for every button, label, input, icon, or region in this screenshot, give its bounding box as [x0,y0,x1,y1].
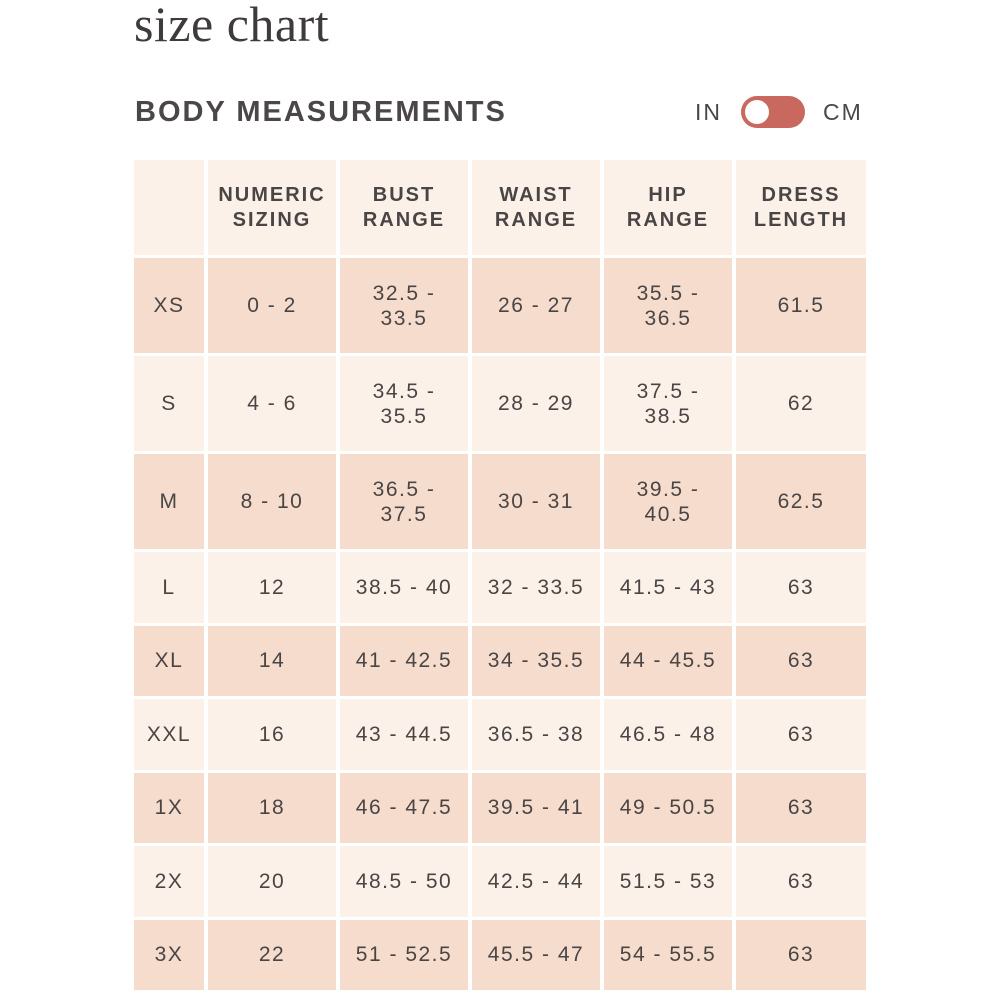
numeric-sizing-cell: 0 - 2 [208,258,340,356]
numeric-sizing-cell: 4 - 6 [208,356,340,454]
dress-length-cell: 62 [736,356,866,454]
dress-length-cell: 62.5 [736,454,866,552]
waist-range-cell: 28 - 29 [472,356,604,454]
numeric-sizing-cell: 12 [208,552,340,626]
size-table: NUMERIC SIZING BUST RANGE WAIST RANGE HIP R… [134,160,866,993]
hip-range-cell: 41.5 - 43 [604,552,736,626]
header-numeric-sizing: NUMERIC SIZING [208,160,340,258]
unit-switch[interactable] [741,96,805,128]
bust-range-cell: 51 - 52.5 [340,919,472,993]
waist-range-cell: 26 - 27 [472,258,604,356]
hip-range-cell: 44 - 45.5 [604,625,736,699]
dress-length-cell: 61.5 [736,258,866,356]
numeric-sizing-cell: 20 [208,846,340,920]
numeric-sizing-cell: 22 [208,919,340,993]
dress-length-cell: 63 [736,919,866,993]
numeric-sizing-cell: 18 [208,772,340,846]
dress-length-cell: 63 [736,846,866,920]
size-label-cell: 2X [134,846,208,920]
size-label-cell: S [134,356,208,454]
numeric-sizing-cell: 14 [208,625,340,699]
header-hip-range: HIP RANGE [604,160,736,258]
waist-range-cell: 39.5 - 41 [472,772,604,846]
hip-range-cell: 39.5 - 40.5 [604,454,736,552]
waist-range-cell: 42.5 - 44 [472,846,604,920]
size-label-cell: 1X [134,772,208,846]
size-label-cell: XS [134,258,208,356]
size-label-cell: XL [134,625,208,699]
bust-range-cell: 36.5 - 37.5 [340,454,472,552]
numeric-sizing-cell: 16 [208,699,340,773]
hip-range-cell: 51.5 - 53 [604,846,736,920]
unit-toggle[interactable]: IN CM [690,93,870,131]
bust-range-cell: 41 - 42.5 [340,625,472,699]
waist-range-cell: 45.5 - 47 [472,919,604,993]
dress-length-cell: 63 [736,772,866,846]
waist-range-cell: 30 - 31 [472,454,604,552]
bust-range-cell: 48.5 - 50 [340,846,472,920]
hip-range-cell: 37.5 - 38.5 [604,356,736,454]
hip-range-cell: 46.5 - 48 [604,699,736,773]
unit-cm-label: CM [823,99,863,125]
header-size-label [134,160,208,258]
hip-range-cell: 35.5 - 36.5 [604,258,736,356]
waist-range-cell: 34 - 35.5 [472,625,604,699]
bust-range-cell: 32.5 - 33.5 [340,258,472,356]
section-title: BODY MEASUREMENTS [135,96,507,128]
dress-length-cell: 63 [736,552,866,626]
header-waist-range: WAIST RANGE [472,160,604,258]
size-label-cell: M [134,454,208,552]
header-bust-range: BUST RANGE [340,160,472,258]
size-label-cell: XXL [134,699,208,773]
hip-range-cell: 49 - 50.5 [604,772,736,846]
waist-range-cell: 32 - 33.5 [472,552,604,626]
numeric-sizing-cell: 8 - 10 [208,454,340,552]
header-dress-length: DRESS LENGTH [736,160,866,258]
waist-range-cell: 36.5 - 38 [472,699,604,773]
size-label-cell: 3X [134,919,208,993]
dress-length-cell: 63 [736,625,866,699]
bust-range-cell: 46 - 47.5 [340,772,472,846]
bust-range-cell: 38.5 - 40 [340,552,472,626]
switch-knob [745,100,769,124]
page-title: size chart [134,0,330,52]
unit-in-label: IN [695,99,722,125]
dress-length-cell: 63 [736,699,866,773]
bust-range-cell: 34.5 - 35.5 [340,356,472,454]
bust-range-cell: 43 - 44.5 [340,699,472,773]
hip-range-cell: 54 - 55.5 [604,919,736,993]
size-label-cell: L [134,552,208,626]
